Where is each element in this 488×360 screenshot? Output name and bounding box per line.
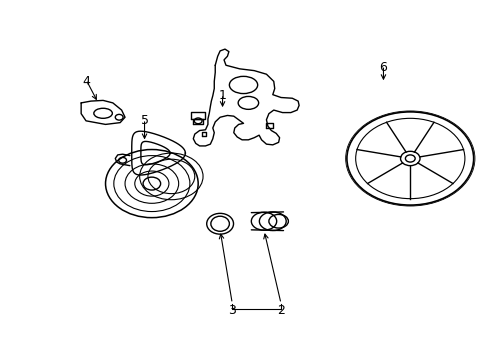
Circle shape bbox=[405, 155, 414, 162]
Text: 4: 4 bbox=[82, 75, 90, 88]
Text: 6: 6 bbox=[379, 60, 386, 73]
Text: 3: 3 bbox=[228, 305, 236, 318]
Text: 2: 2 bbox=[277, 305, 285, 318]
Text: 1: 1 bbox=[218, 89, 226, 102]
Text: 5: 5 bbox=[140, 114, 148, 127]
